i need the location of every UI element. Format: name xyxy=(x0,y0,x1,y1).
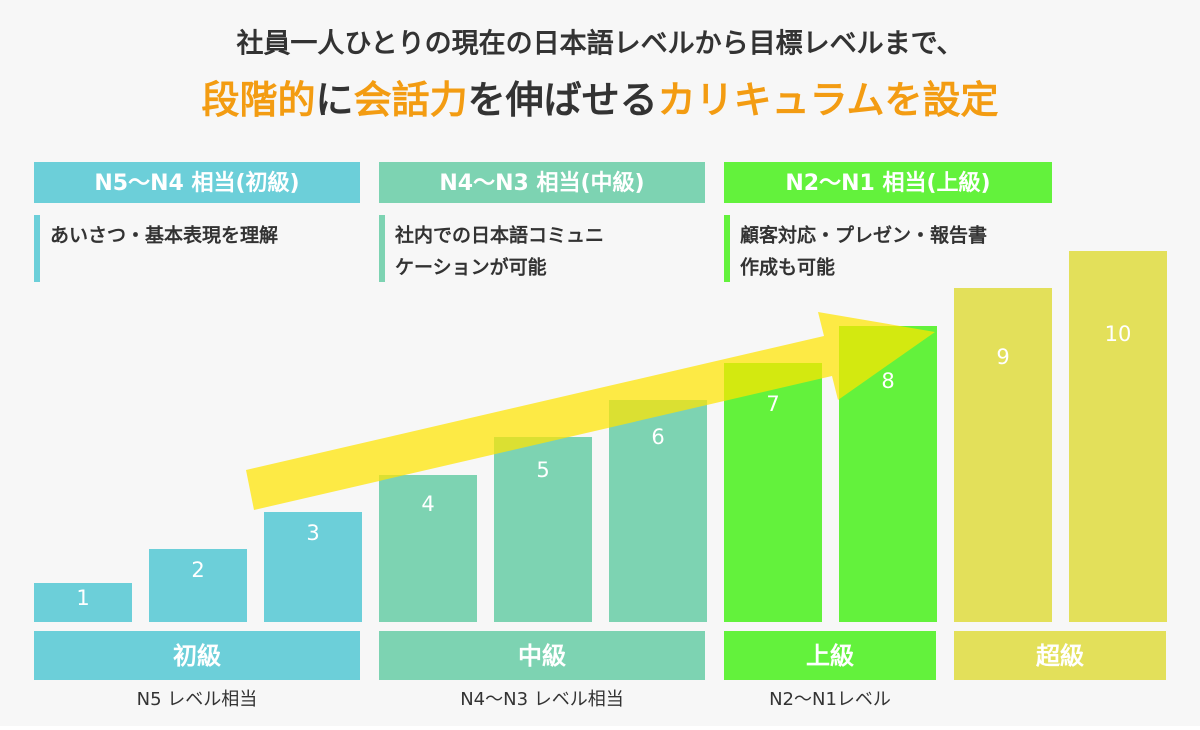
step-bar xyxy=(494,437,592,622)
group-marker xyxy=(724,215,730,282)
text: を伸ばせる xyxy=(468,78,658,122)
group-header xyxy=(34,162,360,203)
level-name: 中級 xyxy=(518,642,566,670)
step-label: 6 xyxy=(651,425,664,449)
step-bar xyxy=(724,363,822,622)
step-bar xyxy=(609,400,707,622)
step-label: 7 xyxy=(766,392,779,416)
group-marker xyxy=(34,215,40,282)
step-label: 1 xyxy=(76,586,89,610)
level-name: 超級 xyxy=(1036,642,1084,670)
header-line2: 段階的に会話力を伸ばせるカリキュラムを設定 xyxy=(202,78,999,122)
highlight: カリキュラムを設定 xyxy=(658,78,999,122)
level-note: N5 レベル相当 xyxy=(137,689,258,710)
group-description: 社内での日本語コミュニ xyxy=(394,224,604,247)
highlight: 段階的 xyxy=(202,78,316,122)
level-bar xyxy=(379,631,705,680)
group-title: N4〜N3 相当(中級) xyxy=(439,170,644,196)
group-title: N5〜N4 相当(初級) xyxy=(94,170,299,196)
level-bar xyxy=(724,631,936,680)
text: に xyxy=(316,78,354,122)
step-bar xyxy=(34,583,132,622)
header-line1: 社員一人ひとりの現在の日本語レベルから目標レベルまで、 xyxy=(236,28,963,60)
step-bar xyxy=(264,512,362,622)
step-label: 2 xyxy=(191,558,204,582)
step-label: 3 xyxy=(306,521,319,545)
group-marker xyxy=(379,215,385,282)
highlight: 会話力 xyxy=(354,78,468,122)
step-label: 8 xyxy=(881,369,894,393)
group-description: あいさつ・基本表現を理解 xyxy=(50,224,278,247)
step-bar xyxy=(954,288,1052,622)
step-bar xyxy=(379,475,477,622)
step-bar xyxy=(149,549,247,622)
group-description: ケーションが可能 xyxy=(395,256,547,279)
group-description: 顧客対応・プレゼン・報告書 xyxy=(740,224,987,247)
level-bar xyxy=(954,631,1166,680)
group-header xyxy=(724,162,1052,203)
step-bar xyxy=(1069,251,1167,622)
step-label: 5 xyxy=(536,458,549,482)
group-description: 作成も可能 xyxy=(740,256,835,279)
level-note: N2〜N1レベル xyxy=(769,689,891,710)
step-label: 10 xyxy=(1105,322,1132,346)
group-header xyxy=(379,162,705,203)
level-name: 上級 xyxy=(806,642,854,670)
level-name: 初級 xyxy=(173,642,221,670)
step-label: 9 xyxy=(996,345,1009,369)
progress-arrow xyxy=(246,312,935,510)
level-bar xyxy=(34,631,360,680)
level-note: N4〜N3 レベル相当 xyxy=(460,689,624,710)
step-label: 4 xyxy=(421,492,434,516)
group-title: N2〜N1 相当(上級) xyxy=(785,170,990,196)
